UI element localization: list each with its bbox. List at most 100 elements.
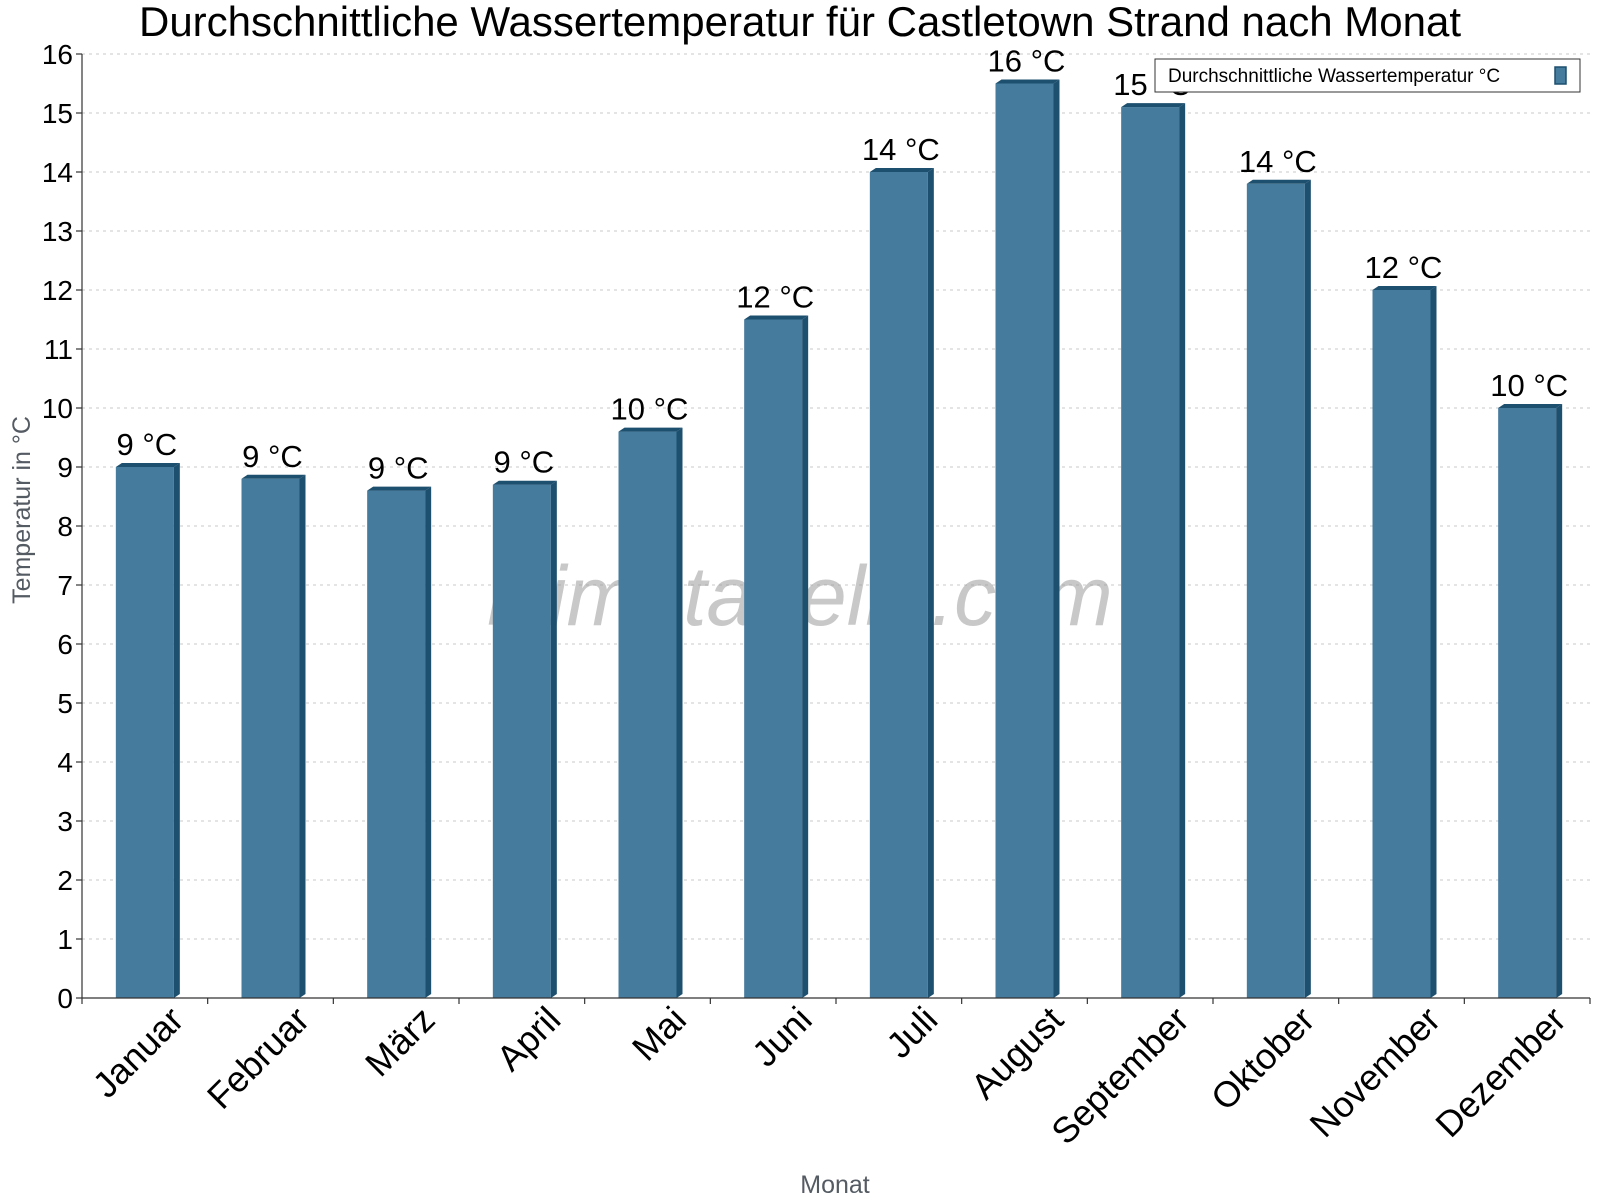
bar-top — [1121, 103, 1186, 108]
bar-top — [1246, 179, 1311, 184]
y-tick-label: 6 — [57, 629, 73, 660]
bar-front — [115, 467, 174, 998]
bar-februar — [241, 474, 306, 998]
bar-dezember — [1498, 404, 1563, 998]
legend-box — [1154, 58, 1581, 93]
bar-oktober — [1246, 179, 1311, 999]
bar-side — [927, 168, 934, 998]
bar-side — [1304, 179, 1311, 999]
bar-front — [492, 484, 551, 998]
bar-top — [869, 168, 934, 172]
legend: Durchschnittliche Wassertemperatur °C — [1154, 58, 1581, 93]
bar-side — [425, 486, 432, 998]
x-axis-label: Monat — [800, 1171, 870, 1199]
bar-side — [1430, 286, 1437, 998]
y-tick-label: 12 — [42, 275, 73, 306]
bar-top — [1498, 404, 1563, 408]
bar-top — [744, 315, 809, 320]
bar-top — [492, 480, 557, 485]
x-tick-label: Mai — [624, 999, 694, 1069]
x-tick-label: August — [963, 999, 1071, 1107]
legend-swatch — [1554, 66, 1567, 85]
bar-front — [744, 319, 803, 998]
x-tick-label: September — [1043, 999, 1197, 1153]
bar-side — [550, 480, 557, 998]
legend-label: Durchschnittliche Wassertemperatur °C — [1168, 66, 1500, 87]
x-tick-label: Dezember — [1427, 999, 1573, 1145]
x-tick-label: Oktober — [1203, 999, 1323, 1119]
y-tick-label: 10 — [42, 393, 73, 424]
y-tick-label: 1 — [57, 924, 73, 955]
data-labels: 9 °C 9 °C 9 °C 9 °C10 °C12 °C14 °C16 °C15 °… — [117, 44, 1569, 486]
y-tick-label: 16 — [42, 39, 73, 70]
bar-mai — [618, 427, 683, 999]
bar-side — [1556, 404, 1563, 998]
y-tick-label: 11 — [44, 334, 73, 365]
bar-side — [802, 315, 809, 998]
data-label: 9 °C — [242, 439, 303, 474]
bar-april — [492, 480, 557, 998]
data-label: 9 °C — [494, 445, 555, 480]
bar-front — [367, 490, 426, 998]
bar-side — [173, 463, 180, 998]
bar-top — [618, 427, 683, 432]
bar-top — [241, 474, 306, 479]
bar-front — [869, 172, 928, 998]
x-tick-label: April — [488, 999, 568, 1079]
bar-januar — [115, 463, 180, 998]
data-label: 12 °C — [1365, 250, 1443, 285]
data-label: 10 °C — [1490, 368, 1568, 403]
bar-top — [1372, 286, 1437, 290]
bar-front — [1498, 408, 1557, 998]
data-label: 10 °C — [611, 392, 689, 427]
x-tick-label: November — [1302, 999, 1448, 1145]
data-label: 14 °C — [862, 132, 940, 167]
data-label: 12 °C — [736, 280, 814, 315]
bars — [115, 79, 1563, 999]
grid-lines — [82, 53, 1590, 940]
x-tick-label: Juli — [878, 999, 945, 1066]
data-label: 16 °C — [988, 44, 1066, 79]
bar-top — [367, 486, 432, 491]
data-label: 9 °C — [368, 451, 429, 486]
x-tick-label: März — [357, 999, 443, 1085]
y-tick-label: 13 — [42, 216, 73, 247]
bar-side — [299, 474, 306, 998]
bar-side — [1179, 103, 1186, 999]
bar-front — [1372, 290, 1431, 998]
bar-september — [1121, 103, 1186, 999]
x-axis-ticks: Januar Februar März April Mai Juni Juli AugustS… — [81, 998, 1591, 1153]
bar-front — [241, 478, 300, 998]
y-axis-label: Temperatur in °C — [8, 416, 36, 604]
data-label: 14 °C — [1239, 144, 1317, 179]
y-tick-label: 14 — [42, 157, 73, 188]
bar-juli — [869, 168, 934, 998]
bar-side — [676, 427, 683, 999]
y-tick-label: 15 — [42, 98, 73, 129]
y-tick-label: 3 — [57, 806, 73, 837]
bar-side — [1053, 79, 1060, 998]
bar-front — [1121, 107, 1180, 999]
y-tick-label: 2 — [57, 865, 73, 896]
x-tick-label: Juni — [744, 999, 820, 1075]
data-label: 9 °C — [117, 427, 178, 462]
y-tick-label: 7 — [57, 570, 73, 601]
y-tick-label: 8 — [57, 511, 73, 542]
x-tick-label: Januar — [84, 999, 191, 1106]
y-tick-label: 9 — [57, 452, 73, 483]
chart-title: Durchschnittliche Wassertemperatur für C… — [139, 0, 1461, 45]
y-tick-label: 5 — [57, 688, 73, 719]
bar-august — [995, 79, 1060, 998]
y-tick-label: 0 — [57, 983, 73, 1014]
bar-top — [115, 463, 180, 467]
bar-november — [1372, 286, 1437, 998]
y-tick-label: 4 — [57, 747, 73, 778]
bar-front — [1246, 183, 1305, 999]
bar-top — [995, 79, 1060, 84]
bar-front — [618, 431, 677, 999]
bar-märz — [367, 486, 432, 998]
x-tick-label: Februar — [199, 999, 317, 1117]
bar-front — [995, 83, 1054, 998]
